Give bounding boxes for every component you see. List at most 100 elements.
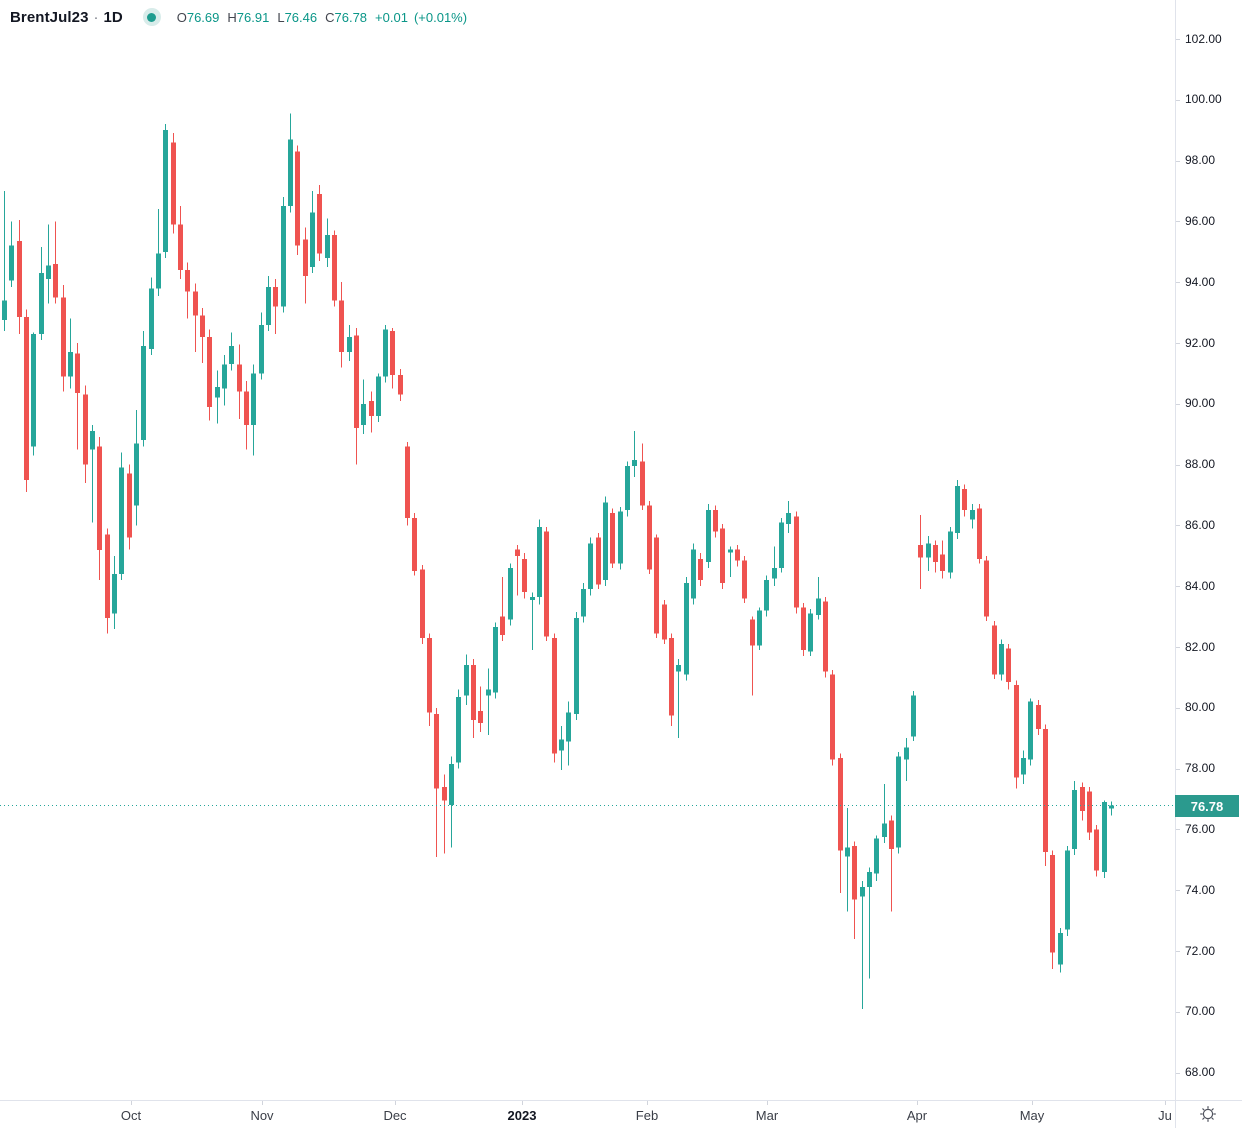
candle-down [332, 235, 337, 301]
candle-down [339, 300, 344, 353]
x-axis-tick [647, 1101, 648, 1105]
candle-down [662, 604, 667, 640]
candle-up [508, 568, 513, 620]
candle-up [1109, 805, 1114, 809]
candle-down [801, 607, 806, 651]
x-axis-label: Nov [250, 1108, 274, 1123]
candle-up [948, 531, 953, 573]
candle-up [970, 510, 975, 520]
candle-down [1087, 791, 1092, 833]
candle-up [1102, 802, 1107, 872]
candle-up [625, 466, 630, 511]
y-axis-label: 70.00 [1185, 1004, 1216, 1018]
candle-down [412, 517, 417, 571]
candle-down [500, 616, 505, 635]
candle-up [9, 245, 14, 281]
x-axis-label: Ju [1158, 1108, 1172, 1123]
candle-up [779, 522, 784, 568]
candle-down [24, 317, 29, 480]
candle-down [889, 820, 894, 850]
candle-up [926, 543, 931, 558]
candle-down [105, 534, 110, 619]
candle-down [354, 335, 359, 429]
candle-down [185, 270, 190, 292]
candle-down [420, 569, 425, 638]
y-axis-label: 100.00 [1185, 92, 1222, 106]
candle-down [713, 510, 718, 532]
candle-down [669, 637, 674, 716]
candle-up [486, 689, 491, 696]
y-axis-tick [1176, 586, 1180, 587]
price-axis[interactable]: 102.00 100.00 98.00 96.00 94.00 92.00 90.00 88.… [1175, 0, 1242, 1128]
candle-up [676, 665, 681, 672]
candle-up [808, 613, 813, 652]
candle-down [171, 142, 176, 225]
y-axis-tick [1176, 890, 1180, 891]
candle-down [515, 549, 520, 556]
candle-down [1043, 729, 1048, 853]
candle-down [962, 488, 967, 511]
candle-up [882, 823, 887, 837]
y-axis-label: 72.00 [1185, 944, 1216, 958]
y-axis-label: 80.00 [1185, 700, 1216, 714]
candle-up [706, 510, 711, 562]
x-axis-tick [767, 1101, 768, 1105]
candle-up [464, 665, 469, 696]
candle-up [149, 288, 154, 350]
candle-down [823, 601, 828, 672]
candle-down [742, 560, 747, 599]
candle-down [200, 315, 205, 337]
candle-up [266, 286, 271, 325]
y-axis-label: 86.00 [1185, 518, 1216, 532]
change-value: +0.01 [375, 9, 408, 25]
settings-gear-icon[interactable] [1195, 1102, 1221, 1126]
candle-up [259, 324, 264, 374]
candle-up [581, 589, 586, 617]
open-value: O76.69 [176, 9, 220, 25]
chart-pane[interactable] [0, 0, 1175, 1100]
candle-down [750, 619, 755, 646]
candle-up [530, 596, 535, 600]
candle-down [127, 473, 132, 538]
y-axis-tick [1176, 1073, 1180, 1074]
time-axis[interactable]: Oct Nov Dec 2023 Feb Mar Apr May Ju [0, 1100, 1242, 1128]
candle-down [237, 364, 242, 392]
candle-up [141, 346, 146, 441]
candle-down [1050, 855, 1055, 953]
candle-up [816, 598, 821, 616]
candle-up [618, 511, 623, 564]
candle-down [390, 330, 395, 375]
y-axis-tick [1176, 404, 1180, 405]
x-axis-tick [1032, 1101, 1033, 1105]
candle-down [178, 224, 183, 270]
candle-down [610, 513, 615, 564]
candle-down [83, 394, 88, 465]
y-axis-tick [1176, 282, 1180, 283]
candle-up [68, 352, 73, 377]
candle-down [75, 353, 80, 394]
y-axis-tick [1176, 525, 1180, 526]
y-axis-tick [1176, 161, 1180, 162]
y-axis-label: 102.00 [1185, 32, 1222, 46]
candle-down [522, 558, 527, 593]
candle-down [596, 537, 601, 585]
x-axis-label: 2023 [507, 1108, 537, 1123]
candle-up [112, 574, 117, 614]
candle-up [288, 139, 293, 207]
candle-down [1094, 829, 1099, 871]
y-axis-tick [1176, 1012, 1180, 1013]
legend-separator: · [93, 8, 99, 26]
candle-up [867, 872, 872, 888]
candle-down [1006, 648, 1011, 682]
interval-label[interactable]: 1D [103, 8, 123, 26]
candle-down [405, 446, 410, 518]
y-axis-label: 74.00 [1185, 883, 1216, 897]
y-axis-label: 98.00 [1185, 153, 1216, 167]
candle-down [720, 528, 725, 584]
candle-down [273, 286, 278, 307]
candle-down [434, 713, 439, 789]
candle-down [471, 665, 476, 720]
candle-up [603, 502, 608, 581]
candle-up [376, 376, 381, 416]
symbol-name[interactable]: BrentJul23 [10, 8, 89, 26]
